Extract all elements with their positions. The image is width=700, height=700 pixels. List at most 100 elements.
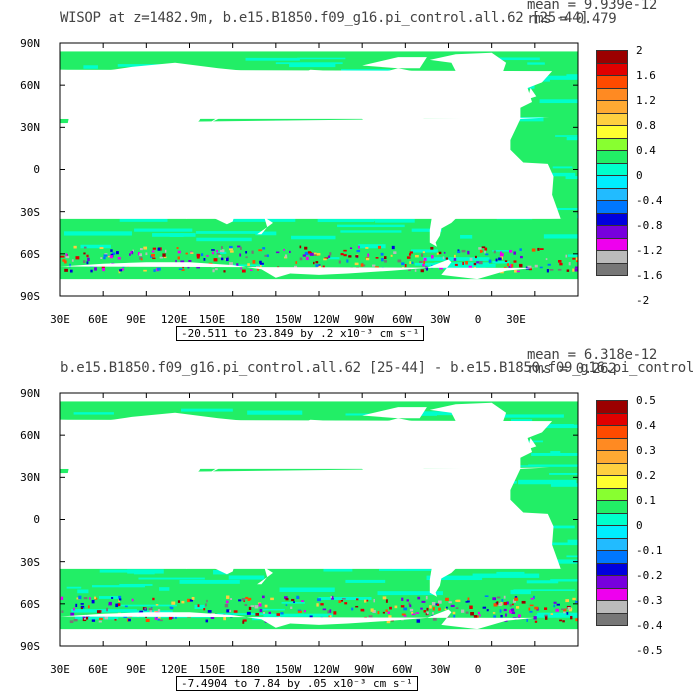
land-mask <box>429 52 507 86</box>
colorbar-label: 0 <box>636 519 643 532</box>
colorbar-swatch <box>596 225 628 239</box>
land-mask <box>189 494 199 510</box>
y-tick-label: 30N <box>20 121 40 134</box>
colorbar-swatch <box>596 437 628 451</box>
plot-title: WISOP at z=1482.9m, b.e15.B1850.f09_g16.… <box>60 10 589 26</box>
ocean-field <box>60 401 578 646</box>
y-tick-label: 30S <box>20 556 40 569</box>
x-tick-label: 90W <box>354 313 374 326</box>
land-mask <box>429 402 507 436</box>
land-mask <box>362 407 427 419</box>
colorbar-swatch <box>596 200 628 214</box>
plot-title: b.e15.B1850.f09_g16.pi_control.all.62 [2… <box>60 360 695 376</box>
land-mask <box>60 62 276 169</box>
land-mask <box>275 75 298 86</box>
x-tick-label: 120W <box>312 313 340 326</box>
x-tick-label: 60E <box>88 663 108 676</box>
x-tick-label: 30E <box>506 313 526 326</box>
colorbar-label: 0.3 <box>636 444 656 457</box>
colorbar-swatch <box>596 575 628 589</box>
colorbar-swatch <box>596 462 628 476</box>
colorbar-swatch <box>596 450 628 464</box>
x-tick-label: 60E <box>88 313 108 326</box>
land-mask <box>257 567 273 585</box>
x-tick-label: 30W <box>430 313 450 326</box>
colorbar-label: 0.4 <box>636 144 656 157</box>
colorbar-swatch <box>596 175 628 189</box>
y-tick-label: 90N <box>20 387 40 400</box>
mean-value: mean = 6.318e-12 <box>527 347 658 363</box>
x-tick-label: 120E <box>160 663 188 676</box>
y-tick-label: 0 <box>33 513 40 526</box>
x-tick-label: 30E <box>50 663 70 676</box>
y-tick-label: 30S <box>20 206 40 219</box>
rms-value: rms = 0.262 <box>527 361 617 377</box>
y-tick-label: 90N <box>20 37 40 50</box>
x-tick-label: 30E <box>50 313 70 326</box>
colorbar-label: -0.2 <box>636 569 663 582</box>
colorbar-swatch <box>596 112 628 126</box>
colorbar-label: 1.2 <box>636 94 656 107</box>
land-mask <box>418 152 485 247</box>
map-plot <box>59 392 579 647</box>
colorbar-swatch <box>596 87 628 101</box>
x-tick-label: 90E <box>126 663 146 676</box>
colorbar-swatch <box>596 425 628 439</box>
panel-difference: b.e15.B1850.f09_g16.pi_control.all.62 [2… <box>0 347 700 700</box>
land-mask <box>275 425 298 436</box>
colorbar-swatch <box>596 125 628 139</box>
colorbar-label: -0.4 <box>636 619 663 632</box>
land-mask <box>60 259 535 296</box>
land-mask <box>60 412 276 519</box>
colorbar-swatch <box>596 587 628 601</box>
y-tick-label: 60N <box>20 79 40 92</box>
colorbar-swatch <box>596 550 628 564</box>
land-mask <box>173 509 189 526</box>
map-plot <box>59 42 579 297</box>
ocean-field <box>60 51 578 296</box>
colorbar-label: -0.3 <box>636 594 663 607</box>
land-mask <box>293 418 455 510</box>
y-tick-label: 30N <box>20 471 40 484</box>
x-tick-label: 180 <box>240 313 260 326</box>
land-mask <box>189 144 199 160</box>
colorbar-swatch <box>596 475 628 489</box>
x-tick-label: 180 <box>240 663 260 676</box>
land-mask <box>205 520 233 534</box>
colorbar-swatch <box>596 400 628 414</box>
land-mask <box>60 609 535 646</box>
colorbar-label: -0.8 <box>636 219 663 232</box>
colorbar-swatch <box>596 50 628 64</box>
land-mask <box>257 217 273 235</box>
x-tick-label: 90W <box>354 663 374 676</box>
colorbar-swatch <box>596 612 628 626</box>
land-mask <box>293 68 455 160</box>
x-tick-label: 0 <box>474 663 482 676</box>
x-tick-label: 150E <box>198 313 226 326</box>
colorbar-swatch <box>596 262 628 276</box>
land-mask <box>80 187 89 205</box>
land-mask <box>205 170 233 184</box>
x-tick-label: 120W <box>312 663 340 676</box>
data-range-box: -7.4904 to 7.84 by .05 x10⁻³ cm s⁻¹ <box>176 676 418 691</box>
land-mask <box>80 537 89 555</box>
colorbar-label: -1.2 <box>636 244 663 257</box>
x-tick-label: 150W <box>274 663 302 676</box>
colorbar-swatch <box>596 162 628 176</box>
x-tick-label: 90E <box>126 313 146 326</box>
colorbar-swatch <box>596 187 628 201</box>
y-tick-label: 60N <box>20 429 40 442</box>
land-mask <box>180 185 237 225</box>
x-tick-label: 150W <box>274 313 302 326</box>
colorbar-label: 0.1 <box>636 494 656 507</box>
land-mask <box>527 88 537 100</box>
colorbar-swatch <box>596 500 628 514</box>
colorbar-swatch <box>596 512 628 526</box>
x-tick-label: 60W <box>392 663 412 676</box>
x-tick-label: 150E <box>198 663 226 676</box>
y-tick-label: 0 <box>33 163 40 176</box>
colorbar-label: 1.6 <box>636 69 656 82</box>
land-mask <box>527 438 537 450</box>
colorbar-label: 0.5 <box>636 394 656 407</box>
x-tick-label: 30W <box>430 663 450 676</box>
